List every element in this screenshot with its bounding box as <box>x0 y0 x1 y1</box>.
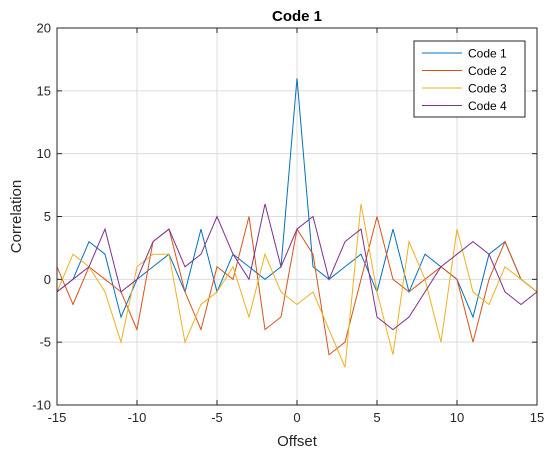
y-tick-label: -5 <box>39 335 51 350</box>
y-tick-label: 15 <box>37 83 51 98</box>
x-tick-label: 15 <box>530 410 544 425</box>
y-tick-label: 20 <box>37 21 51 36</box>
x-axis-label: Offset <box>277 433 318 450</box>
y-tick-label: 10 <box>37 146 51 161</box>
y-tick-label: 0 <box>44 272 51 287</box>
x-tick-label: 10 <box>450 410 464 425</box>
series-line-code-3 <box>57 203 537 368</box>
legend-label-code-3: Code 3 <box>468 82 507 96</box>
x-tick-label: -15 <box>48 410 67 425</box>
legend: Code 1 Code 2 Code 3 Code 4 <box>413 40 526 118</box>
legend-label-code-2: Code 2 <box>468 64 507 78</box>
legend-label-code-1: Code 1 <box>468 47 507 61</box>
x-tick-label: -10 <box>128 410 147 425</box>
y-tick-label: 5 <box>44 209 51 224</box>
y-tick-label: -10 <box>32 398 51 413</box>
legend-label-code-4: Code 4 <box>468 99 507 113</box>
series-line-code-4 <box>57 203 537 331</box>
legend-box <box>413 40 526 118</box>
chart-title: Code 1 <box>272 8 322 25</box>
x-tick-label: -5 <box>211 410 223 425</box>
x-tick-label: 5 <box>373 410 380 425</box>
y-axis-label: Correlation <box>8 180 25 253</box>
series-layer <box>57 78 537 368</box>
x-tick-label: 0 <box>293 410 300 425</box>
